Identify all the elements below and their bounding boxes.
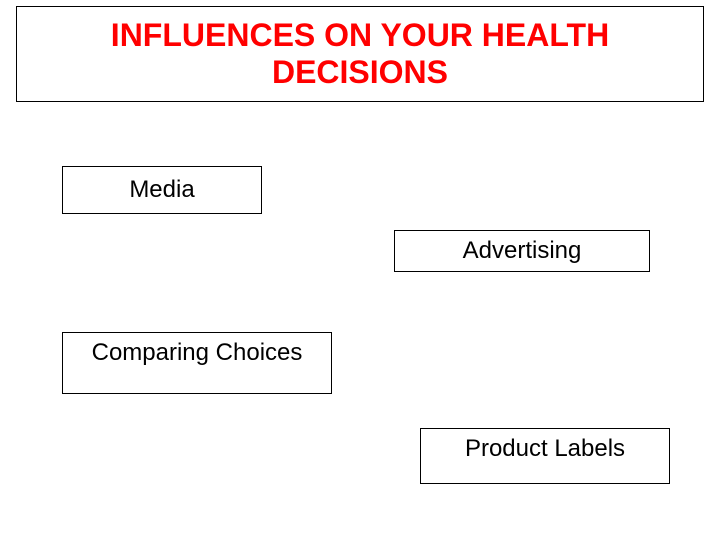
title-box: INFLUENCES ON YOUR HEALTH DECISIONS <box>16 6 704 102</box>
box-media-label: Media <box>129 176 194 204</box>
box-product-labels: Product Labels <box>420 428 670 484</box>
box-comparing-choices: Comparing Choices <box>62 332 332 394</box>
title-line2: DECISIONS <box>272 54 448 90</box>
title-line1: INFLUENCES ON YOUR HEALTH <box>111 17 609 53</box>
box-comparing-choices-label: Comparing Choices <box>92 339 303 367</box>
box-media: Media <box>62 166 262 214</box>
box-advertising-label: Advertising <box>463 237 582 265</box>
box-product-labels-label: Product Labels <box>465 435 625 463</box>
box-advertising: Advertising <box>394 230 650 272</box>
